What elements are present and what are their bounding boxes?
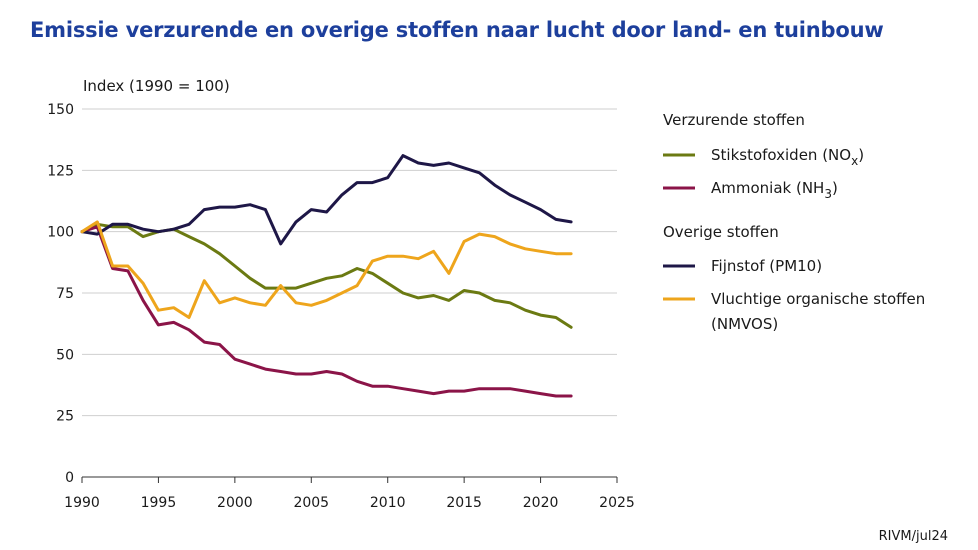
x-tick-label: 1995 bbox=[141, 495, 177, 511]
y-tick-label: 125 bbox=[47, 163, 74, 179]
y-tick-label: 50 bbox=[56, 347, 74, 363]
legend-label: Fijnstof (PM10) bbox=[711, 257, 822, 275]
y-tick-label: 75 bbox=[56, 286, 74, 302]
series-lines bbox=[80, 154, 573, 398]
x-tick-label: 2015 bbox=[446, 495, 482, 511]
series-line-1 bbox=[80, 225, 573, 398]
series-line-3 bbox=[80, 220, 573, 319]
x-tick-labels: 1990 1995 2000 2005 2010 2015 2020 2025 bbox=[64, 477, 635, 511]
legend-group-heading: Verzurende stoffen bbox=[663, 111, 805, 129]
x-tick-label: 2005 bbox=[293, 495, 329, 511]
legend-label-line2: (NMVOS) bbox=[711, 315, 778, 333]
source-note: RIVM/jul24 bbox=[878, 529, 948, 544]
legend-label: Ammoniak (NH3) bbox=[711, 179, 838, 201]
legend: Verzurende stoffen Stikstofoxiden (NOx) Am… bbox=[663, 111, 925, 333]
x-tick-label: 2025 bbox=[599, 495, 635, 511]
legend-label: Stikstofoxiden (NOx) bbox=[711, 146, 864, 168]
y-axis-label: Index (1990 = 100) bbox=[83, 77, 230, 95]
series-line-2 bbox=[80, 154, 573, 246]
y-tick-label: 150 bbox=[47, 102, 74, 118]
legend-group-heading: Overige stoffen bbox=[663, 223, 779, 241]
legend-label: Vluchtige organische stoffen bbox=[711, 290, 925, 308]
y-tick-label: 100 bbox=[47, 225, 74, 241]
y-tick-labels: 0 25 50 75 100 125 150 bbox=[47, 102, 74, 486]
x-tick-label: 2020 bbox=[523, 495, 559, 511]
x-tick-label: 1990 bbox=[64, 495, 100, 511]
chart-title: Emissie verzurende en overige stoffen na… bbox=[30, 18, 884, 42]
x-tick-label: 2000 bbox=[217, 495, 253, 511]
y-tick-label: 25 bbox=[56, 409, 74, 425]
x-tick-label: 2010 bbox=[370, 495, 406, 511]
grid bbox=[82, 108, 617, 478]
series-line-0 bbox=[80, 222, 573, 329]
y-tick-label: 0 bbox=[65, 470, 74, 486]
